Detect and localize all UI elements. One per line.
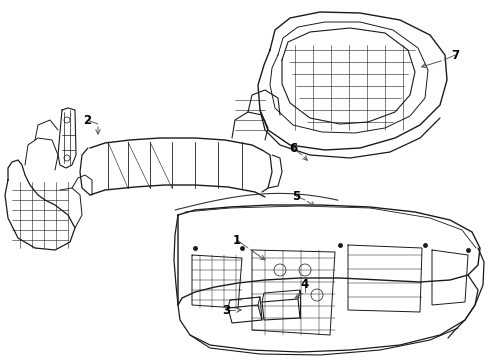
Text: 7: 7 [450, 49, 458, 62]
Text: 6: 6 [288, 141, 297, 154]
Text: 5: 5 [291, 189, 300, 202]
Text: 3: 3 [222, 303, 229, 316]
Text: 4: 4 [300, 279, 308, 292]
Text: 2: 2 [83, 113, 91, 126]
Text: 1: 1 [232, 234, 241, 247]
